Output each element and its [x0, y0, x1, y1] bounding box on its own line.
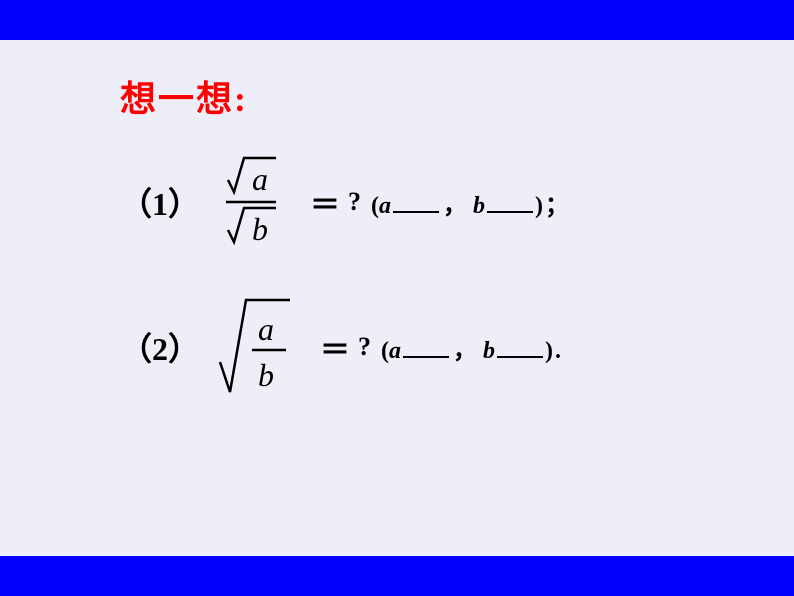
condition-1: (a ，b)；: [371, 185, 569, 220]
equals-sign: ＝: [310, 180, 340, 224]
blank-b: [487, 211, 533, 213]
separator: ，: [453, 338, 477, 364]
paren-close: ): [545, 338, 553, 364]
sqrt-frac-icon: a b: [214, 292, 294, 402]
condition-2: (a ，b).: [381, 330, 561, 365]
paren-close: ): [535, 193, 543, 219]
equation-number: （1）: [120, 179, 200, 225]
numerator-var: a: [252, 161, 268, 197]
blank-a: [393, 211, 439, 213]
blank-b: [497, 356, 543, 358]
equation-2: （2） a b ＝ ? (a，b).: [120, 292, 680, 402]
separator: ，: [443, 193, 467, 219]
denominator-var: b: [258, 357, 274, 393]
top-bar: [0, 0, 794, 40]
blank-a: [403, 356, 449, 358]
var-a: a: [379, 193, 391, 219]
paren-open: (: [371, 193, 379, 219]
page-title: 想一想:: [120, 70, 680, 122]
terminator: ；: [545, 193, 569, 219]
bottom-bar: [0, 556, 794, 596]
frac-sqrt-icon: a b: [214, 152, 284, 252]
formula-2: a b: [214, 292, 294, 402]
content-area: 想一想: （1） a b ＝ ? (a，b)； （2）: [120, 70, 680, 442]
question-mark: ?: [348, 187, 361, 217]
var-b: b: [473, 193, 485, 219]
question-mark: ?: [358, 332, 371, 362]
numerator-var: a: [258, 311, 274, 347]
var-b: b: [483, 338, 495, 364]
terminator: .: [555, 338, 561, 364]
formula-1: a b: [214, 152, 284, 252]
paren-open: (: [381, 338, 389, 364]
var-a: a: [389, 338, 401, 364]
equals-sign: ＝: [320, 325, 350, 369]
equation-1: （1） a b ＝ ? (a，b)；: [120, 152, 680, 252]
equation-number: （2）: [120, 324, 200, 370]
denominator-var: b: [252, 211, 268, 247]
